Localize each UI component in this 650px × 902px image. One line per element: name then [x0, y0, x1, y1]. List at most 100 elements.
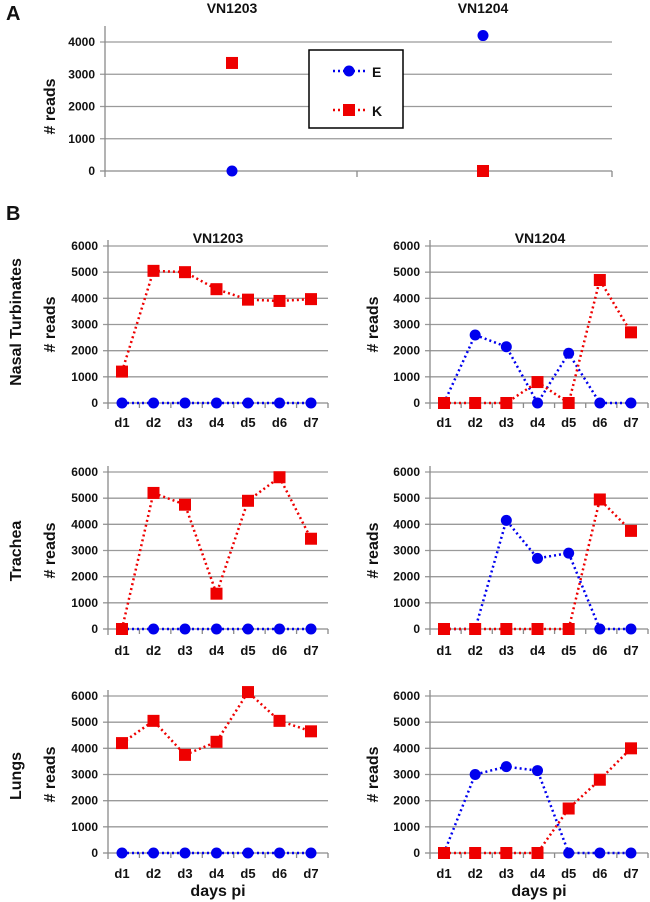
data-point-E: [594, 623, 606, 635]
y-tick-label: 2000: [71, 570, 98, 584]
data-point-E: [500, 761, 512, 773]
x-tick-label: d2: [146, 866, 161, 881]
y-tick-label: 5000: [393, 715, 420, 729]
x-axis-label: days pi: [511, 883, 566, 900]
y-tick-label: 0: [413, 846, 420, 860]
y-tick-label: 1000: [71, 370, 98, 384]
series-line-E: [444, 517, 631, 631]
y-axis-label: # reads: [365, 522, 382, 578]
data-point-E: [305, 397, 317, 409]
data-point-E: [594, 397, 606, 409]
data-point-E: [625, 623, 637, 635]
data-point-K: [593, 493, 606, 506]
x-tick-label: d1: [114, 415, 129, 430]
data-point-K: [438, 623, 450, 635]
series-K: [226, 56, 489, 177]
y-tick-label: 5000: [393, 265, 420, 279]
x-tick-label: d3: [177, 415, 192, 430]
x-tick-label: d4: [209, 866, 225, 881]
x-tick-label: d2: [146, 643, 161, 658]
data-point-K: [625, 742, 637, 755]
series-E: [438, 329, 637, 409]
data-point-K: [116, 623, 128, 635]
data-point-K: [242, 293, 254, 306]
data-point-K: [500, 397, 513, 409]
chart-trachea-vn1204: 0 1000 2000 3000 4000 5000 6000 # reads d1 d2 d3 d4…: [365, 465, 649, 658]
x-tick-label: d6: [272, 415, 287, 430]
series-line-K: [444, 497, 632, 631]
data-point-K: [500, 847, 513, 859]
data-point-E: [148, 847, 159, 859]
x-tick-label: d1: [436, 643, 451, 658]
x-tick-label: d4: [530, 415, 546, 430]
legend-label-E: E: [372, 64, 381, 80]
x-tick-label: d1: [114, 643, 129, 658]
x-tick-label: d4: [209, 643, 225, 658]
data-point-K: [242, 494, 254, 507]
data-point-K: [210, 283, 223, 296]
y-tick-label: 4000: [71, 517, 98, 531]
data-point-E: [563, 847, 575, 859]
y-tick-label: 0: [91, 846, 98, 860]
data-point-E: [305, 623, 317, 635]
y-tick-label: 0: [88, 164, 95, 178]
data-point-K: [179, 266, 191, 279]
series-K: [116, 264, 317, 378]
row-label-nasal-turbinates: Nasal Turbinates: [8, 258, 25, 386]
data-point-K: [210, 735, 223, 748]
row-label-trachea: Trachea: [8, 521, 25, 582]
y-axis-label: # reads: [42, 746, 59, 802]
data-point-K: [500, 623, 513, 635]
data-point-K: [179, 748, 191, 761]
x-tick-label: d4: [530, 643, 546, 658]
y-axis-label: # reads: [42, 522, 59, 578]
y-axis-label: # reads: [365, 296, 382, 352]
chart-lungs-vn1203: 0 1000 2000 3000 4000 5000 6000 # reads d1 d2 d3 d4…: [42, 686, 329, 900]
y-tick-label: 6000: [71, 689, 98, 703]
series-E: [116, 847, 317, 859]
x-tick-label: d6: [592, 643, 607, 658]
data-point-K: [438, 847, 450, 859]
y-axis-label: # reads: [42, 296, 59, 352]
y-tick-label: 4000: [71, 291, 98, 305]
data-point-E: [242, 623, 254, 635]
data-point-E: [211, 847, 222, 859]
x-tick-label: d2: [468, 643, 483, 658]
y-tick-label: 3000: [68, 67, 95, 81]
x-tick-label: d7: [303, 415, 318, 430]
y-tick-label: 5000: [393, 491, 420, 505]
panel-b-title-vn1203: VN1203: [193, 230, 244, 246]
data-point-K: [116, 365, 128, 378]
y-tick-label: 6000: [393, 689, 420, 703]
y-tick-label: 4000: [68, 35, 95, 49]
y-tick-label: 3000: [71, 544, 98, 558]
y-tick-label: 0: [413, 396, 420, 410]
data-point-K: [438, 397, 450, 409]
series-K: [116, 686, 317, 761]
data-point-E: [477, 30, 489, 42]
data-point-E: [500, 341, 512, 353]
y-tick-label: 2000: [71, 794, 98, 808]
data-point-E: [305, 847, 317, 859]
x-tick-label: d5: [561, 866, 576, 881]
y-tick-label: 1000: [393, 596, 420, 610]
y-tick-label: 0: [91, 622, 98, 636]
x-tick-label: d2: [468, 415, 483, 430]
y-tick-label: 4000: [393, 517, 420, 531]
data-point-K: [147, 714, 160, 727]
data-point-K: [179, 498, 191, 511]
x-tick-label: d1: [436, 866, 451, 881]
data-point-K: [531, 376, 544, 389]
x-tick-label: d5: [561, 643, 576, 658]
data-point-K: [305, 725, 317, 738]
x-tick-label: d5: [561, 415, 576, 430]
x-axis-label: days pi: [190, 883, 245, 900]
panel-a-title-vn1203: VN1203: [207, 0, 258, 16]
chart-nasal-turbinates-vn1203: 0 1000 2000 3000 4000 5000 6000 # reads d1 d2 d3 d4…: [42, 239, 329, 430]
y-tick-label: 1000: [71, 596, 98, 610]
data-point-E: [274, 847, 285, 859]
y-tick-label: 4000: [393, 741, 420, 755]
data-point-K: [116, 737, 128, 750]
x-tick-label: d3: [177, 866, 192, 881]
data-point-K: [147, 486, 160, 499]
